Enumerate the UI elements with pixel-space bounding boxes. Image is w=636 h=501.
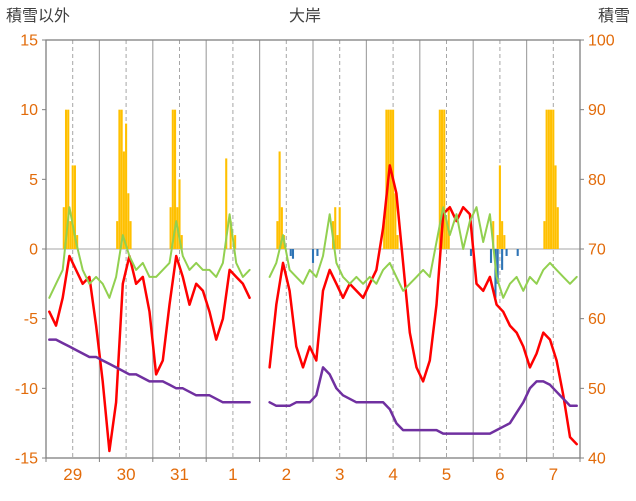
x-axis-label: 2 xyxy=(282,465,291,484)
left-axis-tick-label: -10 xyxy=(15,381,38,398)
x-axis-label: 3 xyxy=(335,465,344,484)
right-axis-tick-label: 70 xyxy=(588,242,606,259)
right-axis-tick-label: 60 xyxy=(588,311,606,328)
x-axis-label: 29 xyxy=(63,465,82,484)
orange-bars xyxy=(62,109,559,249)
x-axis-label: 6 xyxy=(495,465,504,484)
left-axis-tick-label: 0 xyxy=(29,242,38,259)
x-axis-label: 31 xyxy=(170,465,189,484)
purple-line xyxy=(48,338,578,435)
right-axis-tick-label: 90 xyxy=(588,102,606,119)
red-line xyxy=(48,164,578,453)
right-axis-tick-label: 80 xyxy=(588,172,606,189)
x-axis-label: 30 xyxy=(117,465,136,484)
x-axis-label: 7 xyxy=(549,465,558,484)
green-line xyxy=(48,206,578,299)
left-axis-tick-label: -5 xyxy=(24,311,38,328)
left-axis-tick-label: -15 xyxy=(15,451,38,468)
right-axis-tick-label: 50 xyxy=(588,381,606,398)
left-axis-title: 積雪以外 xyxy=(6,7,70,25)
x-axis-label: 5 xyxy=(442,465,451,484)
right-axis-tick-label: 40 xyxy=(588,451,606,468)
right-axis-title: 積雪 xyxy=(598,7,630,25)
left-axis-tick-label: 10 xyxy=(20,102,38,119)
left-axis-tick-label: 5 xyxy=(29,172,38,189)
x-axis-label: 4 xyxy=(388,465,397,484)
x-axis-label: 1 xyxy=(228,465,237,484)
chart-title: 大岸 xyxy=(289,7,321,25)
left-axis-tick-label: 15 xyxy=(20,33,38,50)
right-axis-tick-label: 100 xyxy=(588,33,615,50)
